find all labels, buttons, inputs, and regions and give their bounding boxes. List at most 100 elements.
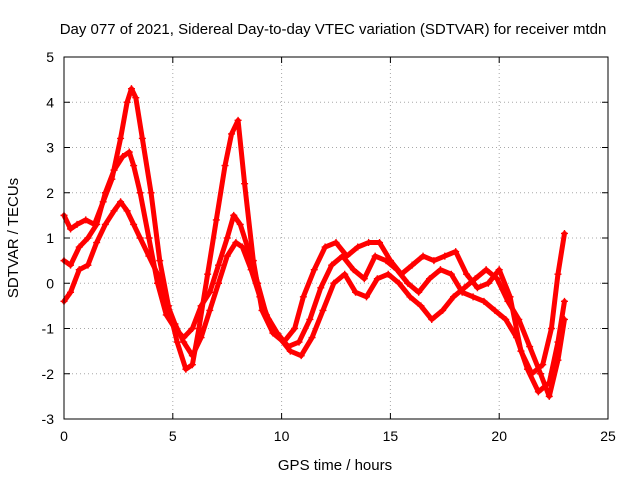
data-point <box>317 284 325 292</box>
data-point <box>415 288 423 296</box>
data-point <box>75 243 83 251</box>
data-point <box>408 261 416 269</box>
y-tick-label: 3 <box>46 140 54 156</box>
data-point <box>547 325 555 332</box>
data-point <box>439 306 447 314</box>
data-point <box>156 257 164 265</box>
data-point <box>480 297 488 305</box>
data-point <box>539 361 547 369</box>
data-point <box>145 234 153 242</box>
y-tick-label: -3 <box>42 411 55 427</box>
tick-labels: 0 5 10 15 20 25 -3 -2 -1 0 1 2 3 4 5 <box>42 49 616 444</box>
data-point <box>332 239 340 247</box>
data-point <box>502 315 510 323</box>
data-point <box>275 334 283 342</box>
data-point <box>84 234 92 242</box>
data-point <box>328 261 336 269</box>
y-tick-label: 4 <box>46 94 54 110</box>
data-point <box>341 270 349 278</box>
data-point <box>145 252 153 260</box>
data-point <box>554 356 562 364</box>
data-point <box>395 279 403 287</box>
data-point <box>417 302 425 310</box>
data-point <box>247 266 255 274</box>
data-point <box>221 162 229 170</box>
x-tick-label: 15 <box>383 428 399 444</box>
y-axis-label: SDTVAR / TECUs <box>5 178 22 298</box>
data-point <box>132 94 140 102</box>
data-point <box>463 270 471 278</box>
data-point <box>214 261 222 269</box>
series-trace-3 <box>60 198 568 400</box>
data-point <box>82 216 90 224</box>
data-point <box>447 270 455 278</box>
data-point <box>352 288 360 296</box>
data-point <box>491 306 499 314</box>
data-point <box>117 134 125 142</box>
data-point <box>426 275 434 283</box>
data-point <box>469 293 477 301</box>
data-point <box>197 334 205 342</box>
data-point <box>537 370 545 378</box>
data-point <box>523 365 531 373</box>
data-point <box>173 338 181 346</box>
data-point <box>84 261 92 269</box>
data-point <box>450 293 458 301</box>
data-point <box>384 270 392 278</box>
data-point <box>441 252 449 260</box>
data-point <box>354 243 362 251</box>
y-tick-label: 5 <box>46 49 54 65</box>
data-point <box>206 288 214 296</box>
data-point <box>232 239 240 247</box>
data-point <box>223 234 231 242</box>
data-point <box>130 162 138 170</box>
data-point <box>430 257 438 265</box>
data-point <box>197 302 205 310</box>
data-point <box>545 392 553 400</box>
data-point <box>460 284 468 292</box>
data-point <box>373 275 381 283</box>
data-point <box>75 266 83 274</box>
data-point <box>241 180 249 188</box>
data-point <box>236 220 244 228</box>
data-point <box>188 361 196 369</box>
y-tick-label: -1 <box>42 321 55 337</box>
data-point <box>162 297 170 305</box>
data-point <box>365 239 373 247</box>
data-point <box>371 252 379 260</box>
data-point <box>428 315 436 323</box>
data-point <box>482 266 490 274</box>
data-point <box>473 284 481 292</box>
data-point <box>256 293 264 301</box>
data-point <box>93 220 101 228</box>
data-point <box>171 320 179 328</box>
data-point <box>360 275 368 283</box>
data-point <box>484 279 492 287</box>
data-point <box>188 352 196 360</box>
data-point <box>154 270 162 278</box>
data-point <box>234 116 242 124</box>
x-tick-label: 25 <box>600 428 616 444</box>
data-point <box>123 207 131 215</box>
data-point <box>93 239 101 247</box>
data-point <box>117 198 125 206</box>
data-point <box>495 266 503 274</box>
data-point <box>406 293 414 301</box>
data-point <box>310 266 318 274</box>
data-point <box>162 311 170 319</box>
data-point <box>515 315 523 323</box>
x-tick-label: 10 <box>274 428 290 444</box>
data-point <box>127 85 135 93</box>
data-point <box>238 243 246 251</box>
data-point <box>119 153 127 161</box>
data-point <box>319 306 327 314</box>
x-axis-label: GPS time / hours <box>278 457 392 474</box>
data-point <box>493 275 501 283</box>
data-point <box>110 207 118 215</box>
data-point <box>560 297 568 305</box>
data-point <box>223 252 231 260</box>
x-tick-label: 20 <box>491 428 507 444</box>
data-point <box>560 315 568 323</box>
data-point <box>526 343 534 351</box>
